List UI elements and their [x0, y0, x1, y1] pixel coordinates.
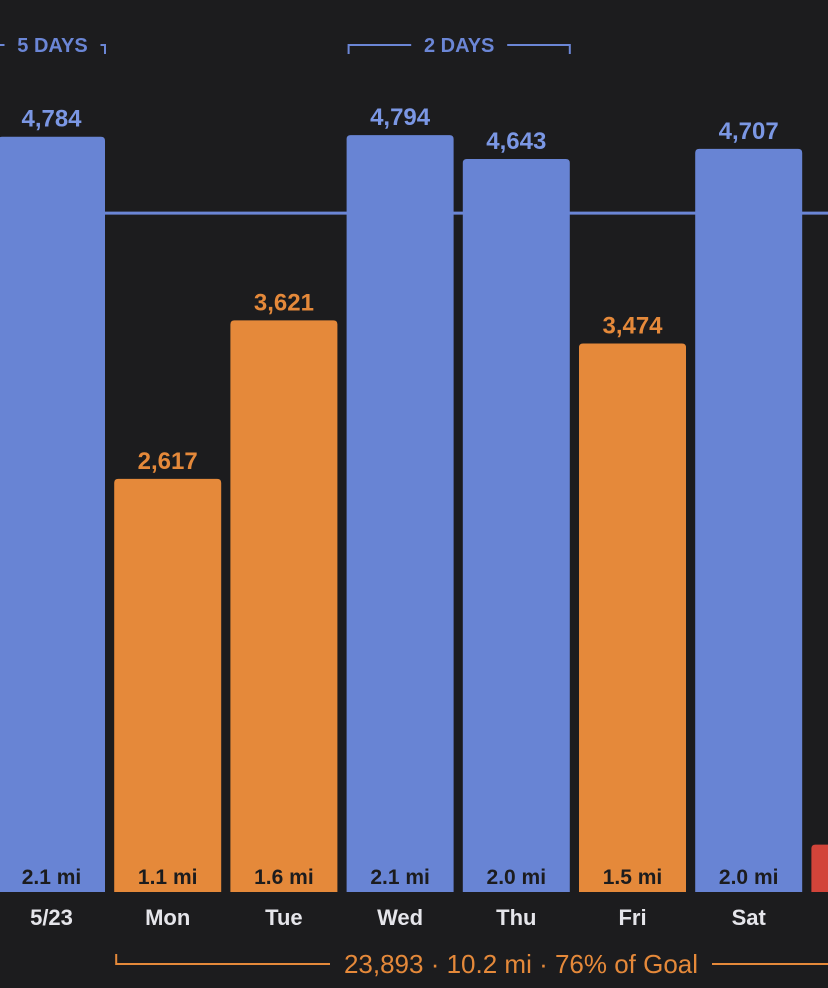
value-label-3: 4,794 [370, 104, 431, 131]
bar-6 [695, 148, 803, 892]
value-label-6: 4,707 [719, 118, 779, 145]
value-label-5: 3,474 [602, 313, 663, 340]
bar-7 [811, 844, 828, 892]
bar-3 [346, 135, 454, 892]
streak-label-0: 5 DAYS [17, 35, 87, 57]
distance-label-1: 1.1 mi [138, 866, 198, 889]
summary-label: 23,893 · 10.2 mi · 76% of Goal [344, 949, 698, 979]
distance-label-0: 2.1 mi [22, 866, 82, 889]
distance-label-2: 1.6 mi [254, 866, 314, 889]
value-label-4: 4,643 [486, 128, 546, 155]
day-label-2: Tue [265, 905, 302, 930]
day-label-0: 5/23 [30, 905, 73, 930]
day-label-4: Thu [496, 905, 536, 930]
summary-bracket [115, 954, 828, 965]
bar-5 [579, 343, 686, 892]
distance-label-3: 2.1 mi [370, 866, 430, 889]
day-label-3: Wed [377, 905, 423, 930]
distance-label-4: 2.0 mi [487, 866, 547, 889]
distance-label-6: 2.0 mi [719, 866, 779, 889]
bar-0 [0, 136, 105, 892]
day-label-5: Fri [618, 905, 646, 930]
value-label-2: 3,621 [254, 289, 314, 316]
distance-label-5: 1.5 mi [603, 866, 663, 889]
value-label-0: 4,784 [21, 106, 82, 133]
day-label-1: Mon [145, 905, 190, 930]
streak-bracket-1 [347, 44, 571, 54]
value-label-1: 2,617 [138, 448, 198, 475]
bar-4 [462, 158, 570, 893]
bar-2 [230, 320, 338, 892]
day-label-6: Sat [732, 905, 767, 930]
bar-1 [114, 478, 222, 892]
streak-bracket-0 [0, 44, 106, 54]
streak-label-1: 2 DAYS [424, 35, 494, 57]
